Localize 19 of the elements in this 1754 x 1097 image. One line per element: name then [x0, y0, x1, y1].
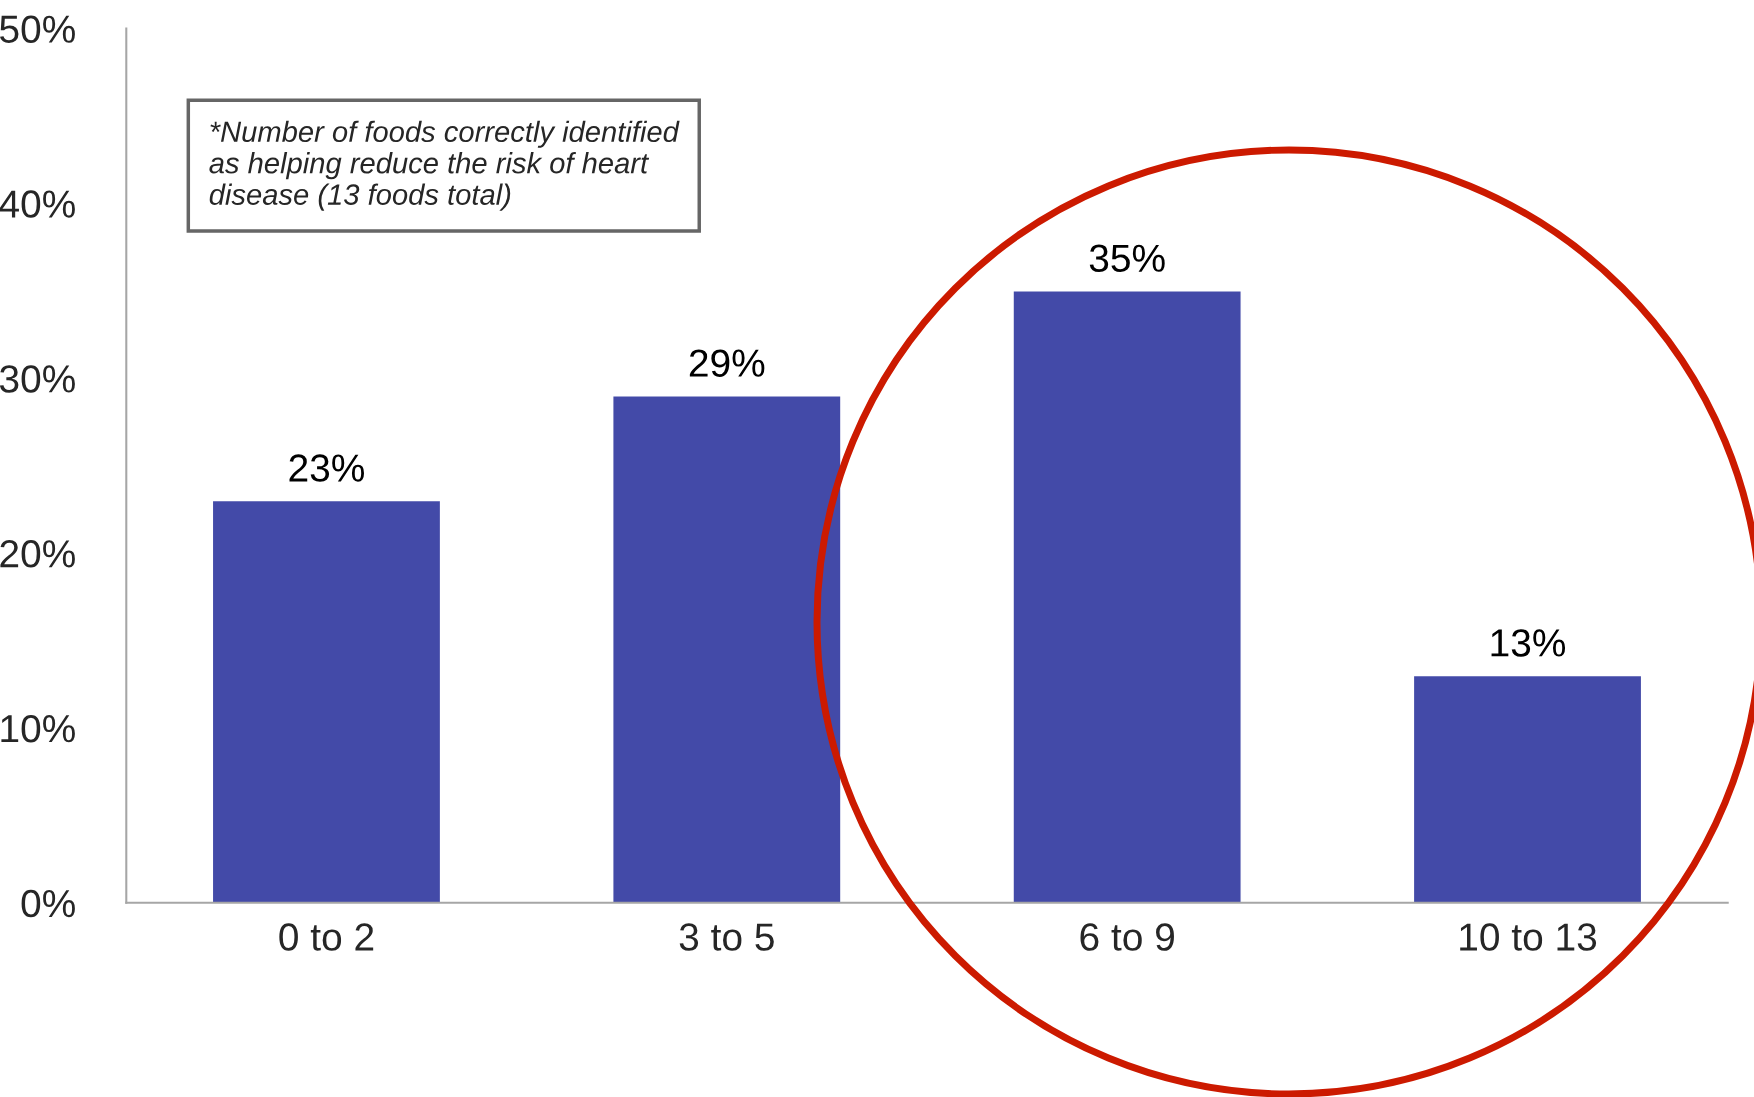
bar — [1012, 290, 1242, 903]
x-tick-label: 3 to 5 — [679, 923, 774, 951]
bar — [1412, 674, 1643, 903]
data-label: 13% — [1491, 629, 1566, 657]
x-tick-label: 10 to 13 — [1460, 923, 1597, 951]
y-tick-label: 40% — [0, 190, 75, 218]
bar — [612, 395, 842, 903]
x-tick-label: 0 to 2 — [279, 923, 374, 951]
bar — [211, 499, 442, 903]
y-tick-label: 50% — [0, 15, 75, 43]
y-tick-label: 0% — [21, 889, 75, 918]
data-label: 29% — [689, 349, 765, 377]
y-tick-label: 30% — [0, 365, 75, 393]
x-tick-label: 6 to 9 — [1080, 923, 1174, 951]
data-label: 35% — [1089, 244, 1165, 273]
data-label: 23% — [289, 454, 364, 482]
y-tick-label: 20% — [0, 540, 75, 568]
annotation: *Number of foods correctly identified as helping reduce the risk of heart disease (13 foods total) — [209, 120, 680, 211]
y-tick-label: 10% — [1, 714, 75, 743]
